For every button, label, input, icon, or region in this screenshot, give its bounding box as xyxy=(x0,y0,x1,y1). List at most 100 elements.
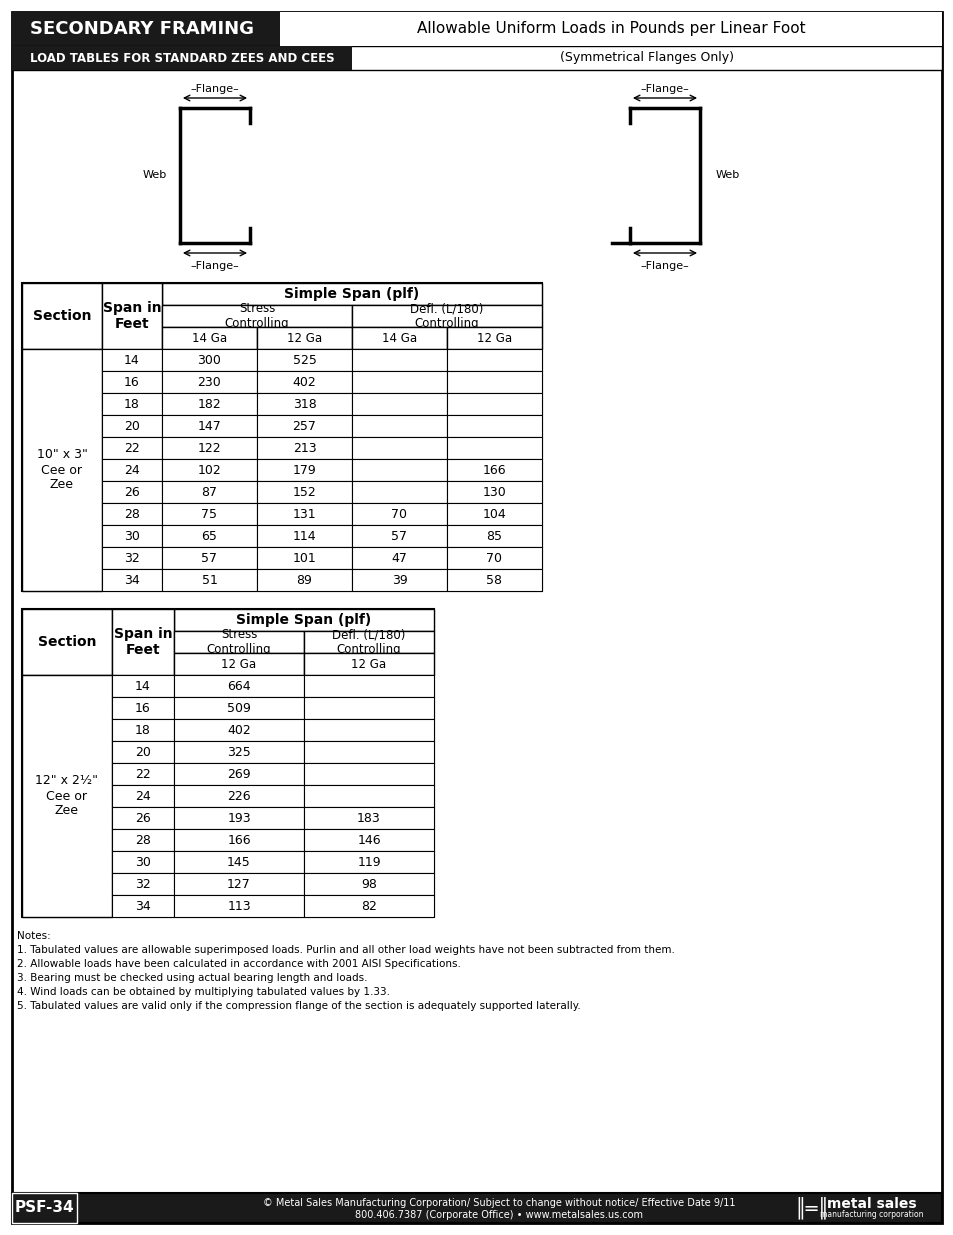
Text: 58: 58 xyxy=(486,573,502,587)
Bar xyxy=(102,415,162,437)
Bar xyxy=(304,763,434,785)
Bar xyxy=(352,350,447,370)
Bar xyxy=(304,785,434,806)
Bar xyxy=(112,763,173,785)
Text: 1. Tabulated values are allowable superimposed loads. Purlin and all other load : 1. Tabulated values are allowable superi… xyxy=(17,945,674,955)
Text: 51: 51 xyxy=(201,573,217,587)
Bar xyxy=(173,653,304,676)
Bar xyxy=(162,393,256,415)
Text: 57: 57 xyxy=(201,552,217,564)
Bar xyxy=(112,697,173,719)
Text: Section: Section xyxy=(38,635,96,650)
Text: SECONDARY FRAMING: SECONDARY FRAMING xyxy=(30,20,253,38)
Bar xyxy=(173,609,434,631)
Text: 226: 226 xyxy=(227,789,251,803)
Text: 30: 30 xyxy=(135,856,151,868)
Bar xyxy=(162,283,541,305)
Bar xyxy=(447,503,541,525)
Bar xyxy=(447,370,541,393)
Text: 26: 26 xyxy=(135,811,151,825)
Text: 20: 20 xyxy=(124,420,140,432)
Text: 10" x 3"
Cee or
Zee: 10" x 3" Cee or Zee xyxy=(36,448,88,492)
Bar xyxy=(256,547,352,569)
Bar xyxy=(112,785,173,806)
Text: 402: 402 xyxy=(227,724,251,736)
Bar xyxy=(447,327,541,350)
Bar xyxy=(447,547,541,569)
Text: 70: 70 xyxy=(391,508,407,520)
Bar xyxy=(173,763,304,785)
Text: 131: 131 xyxy=(293,508,316,520)
Bar xyxy=(102,569,162,592)
Bar xyxy=(102,437,162,459)
Text: 20: 20 xyxy=(135,746,151,758)
Bar xyxy=(447,459,541,480)
Text: 22: 22 xyxy=(135,767,151,781)
Text: 179: 179 xyxy=(293,463,316,477)
Text: –Flange–: –Flange– xyxy=(640,84,689,94)
Text: 147: 147 xyxy=(197,420,221,432)
Text: 269: 269 xyxy=(227,767,251,781)
Bar xyxy=(162,415,256,437)
Text: 130: 130 xyxy=(482,485,506,499)
Text: © Metal Sales Manufacturing Corporation/ Subject to change without notice/ Effec: © Metal Sales Manufacturing Corporation/… xyxy=(263,1198,735,1209)
Text: 39: 39 xyxy=(392,573,407,587)
Text: 26: 26 xyxy=(124,485,140,499)
Bar xyxy=(22,283,102,350)
Bar xyxy=(352,305,541,327)
Bar xyxy=(447,569,541,592)
Text: 87: 87 xyxy=(201,485,217,499)
Bar xyxy=(447,525,541,547)
Text: Simple Span (plf): Simple Span (plf) xyxy=(236,613,372,627)
Text: Web: Web xyxy=(715,170,740,180)
Bar xyxy=(162,503,256,525)
Text: 75: 75 xyxy=(201,508,217,520)
Text: 34: 34 xyxy=(124,573,140,587)
Bar xyxy=(256,437,352,459)
Text: LOAD TABLES FOR STANDARD ZEES AND CEES: LOAD TABLES FOR STANDARD ZEES AND CEES xyxy=(30,52,334,64)
Text: 30: 30 xyxy=(124,530,140,542)
Bar xyxy=(173,676,304,697)
Text: 22: 22 xyxy=(124,441,140,454)
Text: Stress
Controlling: Stress Controlling xyxy=(207,629,271,656)
Text: 14 Ga: 14 Ga xyxy=(192,331,227,345)
Text: 16: 16 xyxy=(135,701,151,715)
Text: Span in
Feet: Span in Feet xyxy=(113,627,172,657)
Bar xyxy=(12,46,352,70)
Text: 57: 57 xyxy=(391,530,407,542)
Text: 300: 300 xyxy=(197,353,221,367)
Bar xyxy=(162,569,256,592)
Text: 166: 166 xyxy=(227,834,251,846)
Text: 70: 70 xyxy=(486,552,502,564)
Text: –Flange–: –Flange– xyxy=(191,261,239,270)
Text: 3. Bearing must be checked using actual bearing length and loads.: 3. Bearing must be checked using actual … xyxy=(17,973,367,983)
Text: 12 Ga: 12 Ga xyxy=(287,331,322,345)
Bar xyxy=(102,547,162,569)
Text: 183: 183 xyxy=(356,811,380,825)
Bar xyxy=(22,676,112,918)
Text: 12 Ga: 12 Ga xyxy=(476,331,512,345)
Bar xyxy=(352,437,447,459)
Bar xyxy=(256,370,352,393)
Bar xyxy=(352,415,447,437)
Bar xyxy=(162,525,256,547)
Bar xyxy=(447,480,541,503)
Text: 98: 98 xyxy=(360,878,376,890)
Text: 664: 664 xyxy=(227,679,251,693)
Text: –Flange–: –Flange– xyxy=(640,261,689,270)
Text: 28: 28 xyxy=(135,834,151,846)
Bar xyxy=(102,370,162,393)
Text: 525: 525 xyxy=(293,353,316,367)
Bar xyxy=(173,719,304,741)
Bar xyxy=(173,873,304,895)
Text: PSF-34: PSF-34 xyxy=(14,1200,74,1215)
Bar xyxy=(12,1193,77,1223)
Bar xyxy=(352,503,447,525)
Text: 2. Allowable loads have been calculated in accordance with 2001 AISI Specificati: 2. Allowable loads have been calculated … xyxy=(17,960,460,969)
Text: Simple Span (plf): Simple Span (plf) xyxy=(284,287,419,301)
Bar xyxy=(22,609,112,676)
Bar xyxy=(447,415,541,437)
Bar xyxy=(102,459,162,480)
Text: 18: 18 xyxy=(135,724,151,736)
Text: 89: 89 xyxy=(296,573,313,587)
